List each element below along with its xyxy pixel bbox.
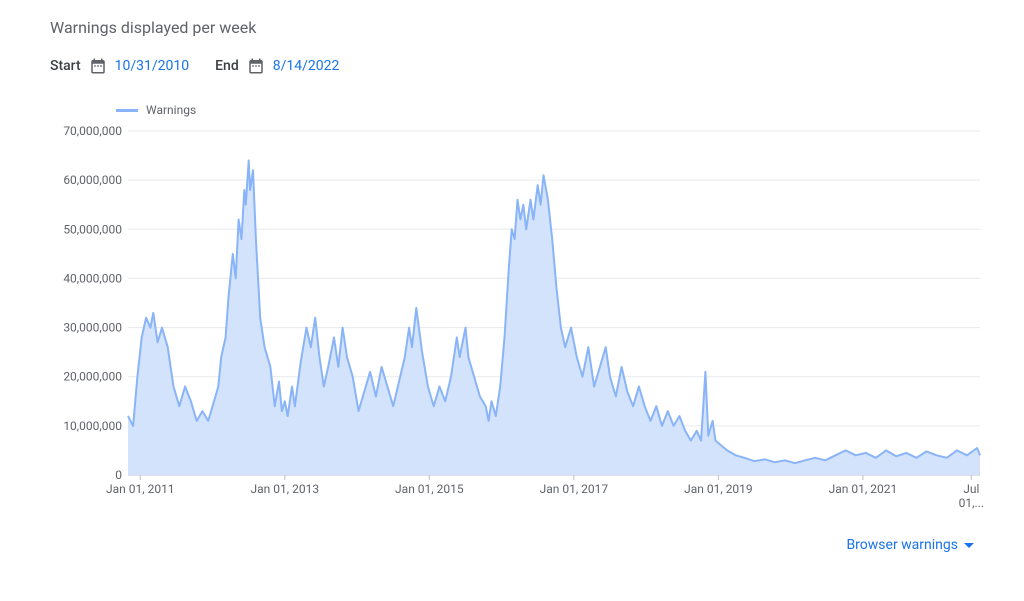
start-date-value[interactable]: 10/31/2010 <box>115 58 190 74</box>
start-date-group: Start 10/31/2010 <box>50 57 189 75</box>
area-chart-svg: 0 10,000,000 20,000,000 30,000,000 40,000,00… <box>50 123 990 523</box>
start-label: Start <box>50 58 81 74</box>
svg-text:10,000,000: 10,000,000 <box>63 419 122 433</box>
svg-text:Jan 01, 2019: Jan 01, 2019 <box>684 482 753 496</box>
svg-text:40,000,000: 40,000,000 <box>63 271 122 285</box>
legend-swatch <box>116 109 138 112</box>
svg-text:Jan 01, 2011: Jan 01, 2011 <box>106 482 175 496</box>
svg-text:20,000,000: 20,000,000 <box>63 370 122 384</box>
legend-label: Warnings <box>146 103 196 117</box>
calendar-icon[interactable] <box>89 57 107 75</box>
svg-text:Jul: Jul <box>963 482 979 496</box>
svg-text:70,000,000: 70,000,000 <box>63 124 122 138</box>
svg-text:Jan 01, 2021: Jan 01, 2021 <box>829 482 898 496</box>
date-range-row: Start 10/31/2010 End 8/14/2022 <box>50 57 1004 75</box>
chart-legend: Warnings <box>116 103 1004 117</box>
chart-title: Warnings displayed per week <box>50 18 1004 37</box>
svg-text:0: 0 <box>115 468 122 482</box>
svg-text:Jan 01, 2013: Jan 01, 2013 <box>251 482 320 496</box>
svg-text:01,...: 01,... <box>959 496 984 510</box>
end-date-group: End 8/14/2022 <box>215 57 339 75</box>
chevron-down-icon <box>964 543 974 548</box>
dataset-selector[interactable]: Browser warnings <box>50 537 974 553</box>
calendar-icon[interactable] <box>247 57 265 75</box>
svg-text:Jan 01, 2017: Jan 01, 2017 <box>540 482 609 496</box>
svg-text:30,000,000: 30,000,000 <box>63 321 122 335</box>
end-date-value[interactable]: 8/14/2022 <box>273 58 340 74</box>
dataset-selector-label: Browser warnings <box>846 537 958 553</box>
svg-text:50,000,000: 50,000,000 <box>63 222 122 236</box>
svg-text:Jan 01, 2015: Jan 01, 2015 <box>395 482 464 496</box>
svg-text:60,000,000: 60,000,000 <box>63 173 122 187</box>
chart-area: 0 10,000,000 20,000,000 30,000,000 40,000,00… <box>50 123 990 523</box>
end-label: End <box>215 58 239 74</box>
